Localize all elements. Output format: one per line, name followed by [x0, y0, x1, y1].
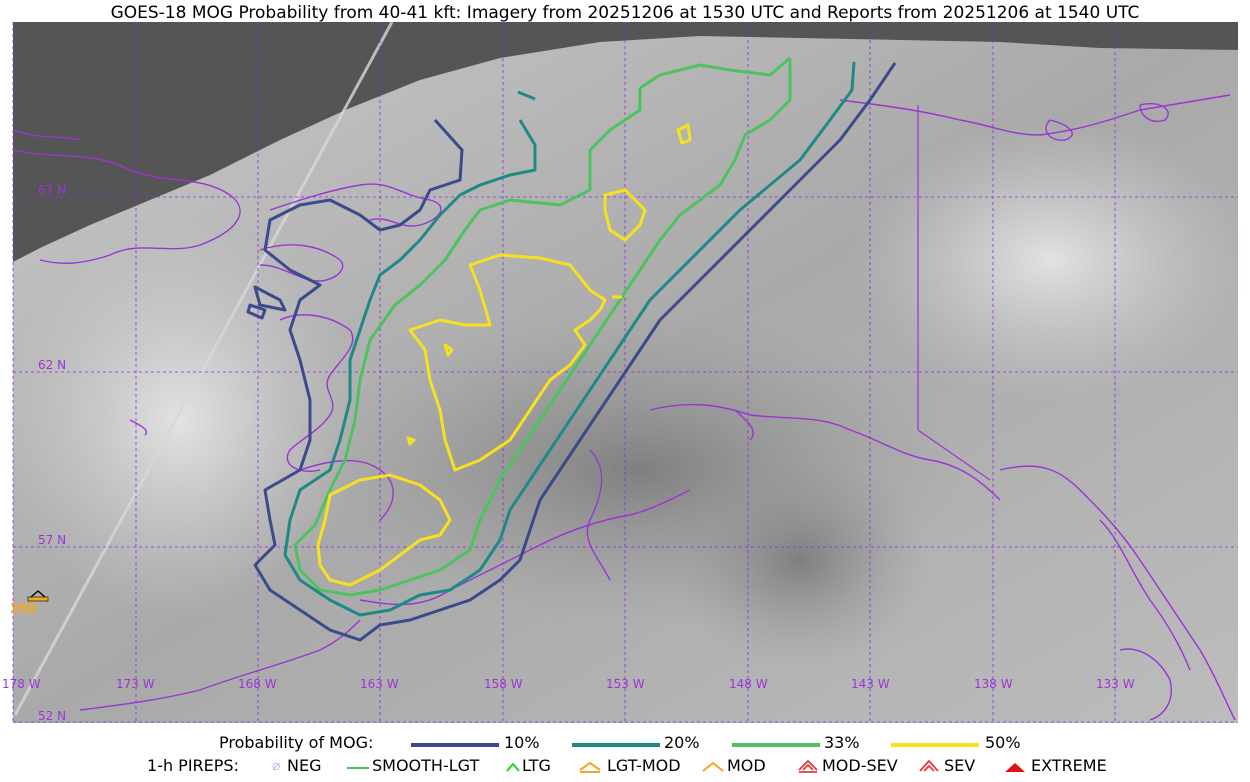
contour-20pct-island	[517, 90, 536, 101]
legend-pirep-lgt-mod: LGT-MOD	[607, 756, 681, 775]
swath-line	[13, 21, 394, 716]
graticule	[12, 22, 1238, 723]
contour-33pct-main	[293, 58, 792, 597]
legend-swatch-10pct	[411, 743, 499, 747]
bright-cloud-region	[850, 120, 1250, 400]
sev-icon	[919, 759, 939, 772]
legend-label-50pct: 50%	[985, 733, 1021, 752]
pirep-legend: 1-h PIREPS: ⌀ NEG SMOOTH-LGT LTG LGT-MOD…	[0, 756, 1250, 778]
mod-sev-icon	[798, 759, 818, 773]
lat-label: 57 N	[38, 533, 66, 547]
legend-pirep-mod-sev: MOD-SEV	[822, 756, 898, 775]
contour-50pct	[408, 253, 607, 472]
lon-label: 173 W	[116, 677, 155, 691]
lat-label: 52 N	[38, 709, 66, 723]
legend-label-10pct: 10%	[504, 733, 540, 752]
lon-label: 143 W	[851, 677, 890, 691]
probability-legend: Probability of MOG: 10% 20% 33% 50%	[0, 733, 1250, 755]
legend-pirep-neg: NEG	[287, 756, 322, 775]
ltg-icon	[506, 762, 520, 772]
contour-50pct-north	[603, 188, 647, 242]
lon-label: 138 W	[974, 677, 1013, 691]
mod-icon	[702, 761, 724, 772]
contour-33pct	[639, 56, 791, 90]
contour-10pct-island	[253, 285, 287, 312]
legend-pirep-mod: MOD	[727, 756, 766, 775]
contour-50pct-small	[406, 436, 416, 446]
neg-icon: ⌀	[272, 758, 281, 774]
lon-label: 158 W	[484, 677, 523, 691]
lat-label: 67 N	[38, 183, 66, 197]
contour-20pct	[283, 61, 856, 617]
legend-pirep-ltg: LTG	[522, 756, 551, 775]
legend-swatch-33pct	[732, 743, 820, 747]
extreme-icon	[1005, 763, 1025, 772]
pirep-altitude-label: 350	[10, 602, 37, 617]
map-title: GOES-18 MOG Probability from 40-41 kft: …	[110, 3, 1140, 23]
contour-50pct-south	[316, 473, 452, 587]
legend-pirep-sev: SEV	[944, 756, 976, 775]
pirep-marker[interactable]: 350	[10, 590, 49, 617]
legend-pirep-smooth-lgt: SMOOTH-LGT	[372, 756, 480, 775]
contour-10pct	[253, 62, 897, 642]
bright-cloud-region	[0, 220, 360, 620]
contour-10pct-island	[246, 303, 267, 320]
legend-pirep-extreme: EXTREME	[1031, 756, 1107, 775]
legend-prob-title: Probability of MOG:	[219, 733, 374, 752]
border-line	[917, 105, 991, 481]
legend-pirep-title: 1-h PIREPS:	[147, 756, 239, 775]
legend-swatch-20pct	[572, 743, 660, 747]
smooth-lgt-icon	[347, 767, 369, 769]
no-data-region	[13, 22, 1238, 262]
coastlines	[12, 94, 1236, 721]
dark-cloud-region	[670, 450, 930, 670]
legend-label-33pct: 33%	[824, 733, 860, 752]
lon-label: 168 W	[238, 677, 277, 691]
lon-label: 163 W	[360, 677, 399, 691]
legend-label-20pct: 20%	[664, 733, 700, 752]
probability-contours	[246, 56, 897, 642]
lon-label: 133 W	[1096, 677, 1135, 691]
lon-label: 178 W	[2, 677, 41, 691]
contour-50pct-small	[676, 123, 692, 145]
lon-label: 153 W	[606, 677, 645, 691]
lgt-mod-icon	[579, 761, 601, 773]
contour-50pct-small	[443, 343, 454, 357]
legend-swatch-50pct	[891, 743, 979, 747]
lat-label: 62 N	[38, 358, 66, 372]
lon-label: 148 W	[729, 677, 768, 691]
